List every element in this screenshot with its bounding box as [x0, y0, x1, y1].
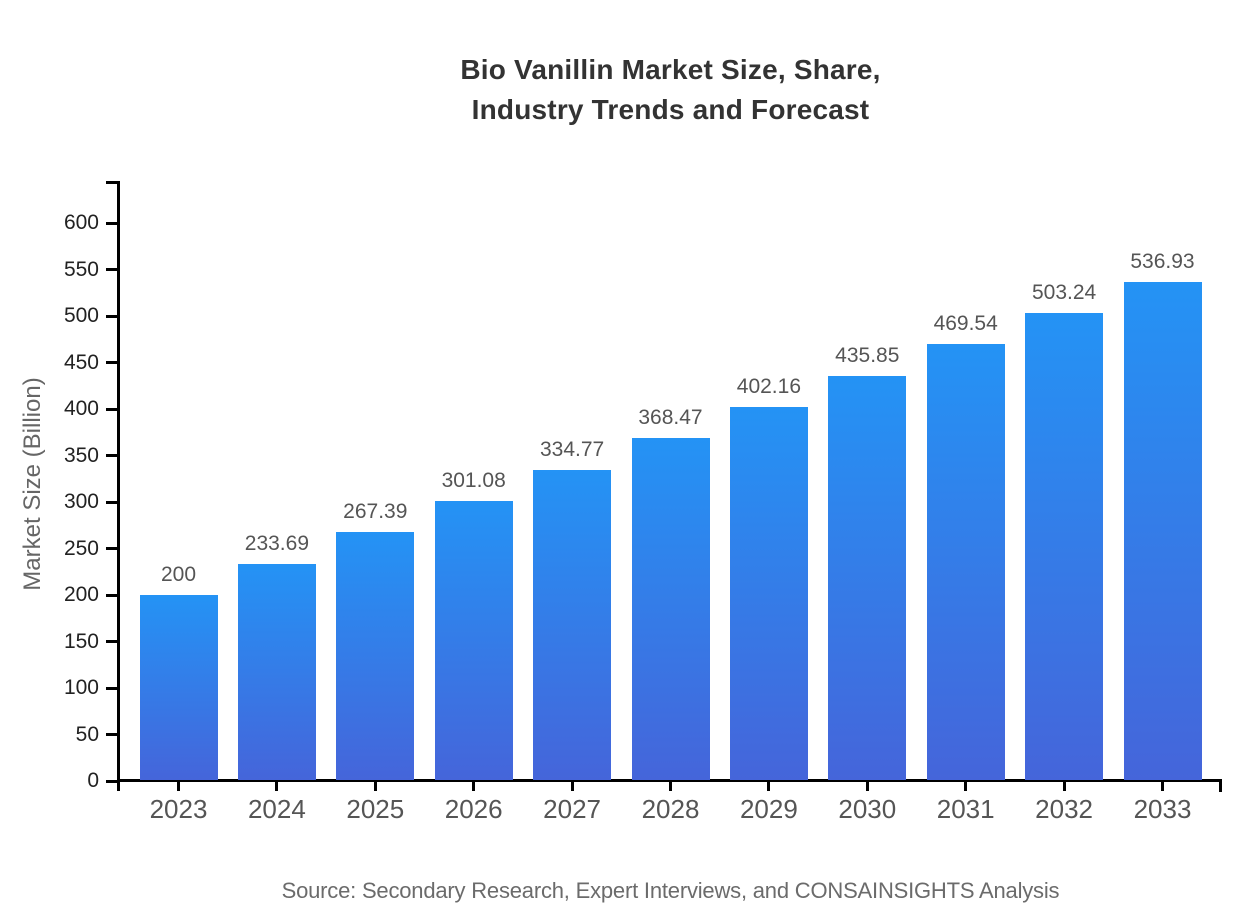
y-axis-tick-label: 600 [63, 211, 99, 234]
x-axis-tick-2027 [570, 782, 574, 791]
y-axis-tick [106, 407, 117, 411]
x-axis-tick-label-2026: 2026 [444, 794, 503, 824]
y-axis-tick-label: 100 [63, 676, 99, 699]
y-axis-tick-label: 50 [75, 722, 99, 746]
bar-value-label-2029: 402.16 [736, 374, 801, 398]
bar-value-label-2032: 503.24 [1031, 280, 1097, 304]
x-axis-tick-2029 [767, 782, 771, 791]
bar-value-label-2027: 334.77 [539, 437, 605, 461]
x-axis-tick-label-2030: 2030 [838, 794, 897, 824]
x-axis-tick-label-2027: 2027 [543, 794, 602, 824]
y-axis-top-cap [106, 181, 120, 184]
bar-value-label-2023: 200 [160, 563, 197, 586]
y-axis-tick [106, 640, 117, 643]
y-axis-tick [106, 361, 117, 364]
x-axis-tick-label-2025: 2025 [346, 794, 405, 824]
x-axis-tick-2033 [1161, 782, 1164, 791]
x-axis-tick-2032 [1062, 782, 1066, 791]
bar-value-label-2028: 368.47 [638, 406, 703, 430]
y-axis-tick [106, 221, 117, 225]
y-axis-tick [106, 686, 117, 690]
y-axis-tick-label: 250 [63, 536, 99, 560]
y-axis-title: Market Size (Billion) [19, 377, 46, 591]
y-axis-line [117, 181, 120, 791]
y-axis-tick [106, 454, 117, 457]
x-axis-tick-label-2024: 2024 [247, 794, 306, 824]
y-axis-tick-label: 0 [87, 769, 99, 792]
bar-value-label-2026: 301.08 [441, 468, 506, 492]
x-axis-tick-label-2029: 2029 [739, 794, 798, 824]
y-axis-tick [106, 547, 117, 550]
bar-2026[interactable] [434, 500, 513, 780]
x-axis-tick-label-2032: 2032 [1035, 794, 1094, 824]
x-axis-tick-2026 [472, 782, 476, 791]
y-axis-tick [106, 314, 117, 318]
bar-2024[interactable] [237, 563, 316, 780]
y-axis-tick [106, 779, 117, 783]
y-axis-tick [106, 500, 117, 504]
x-axis-right-cap [1219, 779, 1222, 792]
bar-2033[interactable] [1123, 281, 1202, 780]
y-axis-tick-label: 400 [63, 397, 99, 420]
bar-value-label-2033: 536.93 [1130, 249, 1195, 273]
x-axis-tick-2025 [373, 782, 377, 791]
x-axis-tick-label-2031: 2031 [936, 794, 995, 824]
y-axis-tick [106, 733, 117, 736]
x-axis-tick-label-2028: 2028 [641, 794, 700, 824]
bar-2027[interactable] [533, 469, 612, 780]
y-axis-tick-label: 150 [63, 629, 99, 653]
y-axis-tick-label: 300 [63, 490, 99, 513]
x-axis-tick-2024 [275, 782, 279, 791]
bar-value-label-2031: 469.54 [933, 312, 998, 336]
x-axis-tick-label-2023: 2023 [149, 794, 208, 824]
y-axis-tick [106, 268, 117, 271]
y-axis-tick-label: 200 [63, 583, 99, 606]
bar-2023[interactable] [139, 595, 218, 780]
x-axis-tick-2023 [177, 782, 180, 791]
bar-2025[interactable] [336, 532, 415, 780]
bar-2030[interactable] [828, 375, 907, 780]
bar-value-label-2030: 435.85 [835, 343, 900, 367]
bar-2029[interactable] [729, 406, 808, 780]
bar-2032[interactable] [1025, 312, 1104, 780]
y-axis-tick-label: 550 [63, 257, 99, 281]
x-axis-tick-label-2033: 2033 [1133, 794, 1192, 824]
chart-title: Bio Vanillin Market Size, Share, Industr… [460, 54, 881, 125]
bar-2031[interactable] [926, 344, 1005, 780]
x-axis-tick-2031 [964, 782, 968, 791]
bar-value-label-2024: 233.69 [244, 531, 309, 555]
bar-2028[interactable] [631, 438, 710, 780]
y-axis-tick-label: 450 [63, 350, 99, 374]
x-axis-tick-2030 [865, 782, 869, 791]
x-axis-tick-2028 [669, 782, 672, 791]
source-note: Source: Secondary Research, Expert Inter… [281, 878, 1060, 903]
x-axis-line [117, 779, 1222, 782]
y-axis-tick-label: 350 [63, 443, 99, 467]
bar-value-label-2025: 267.39 [343, 500, 408, 524]
y-axis-tick-label: 500 [63, 304, 99, 327]
y-axis-tick [106, 593, 117, 597]
